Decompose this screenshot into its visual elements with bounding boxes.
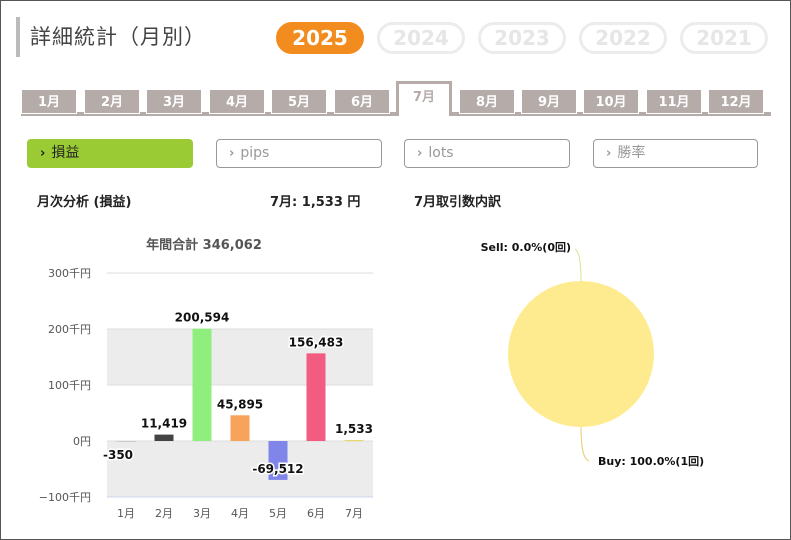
bar-3 <box>192 328 212 441</box>
metric-tab-label: lots <box>428 145 454 161</box>
year-button-2024[interactable]: 2024 <box>377 22 465 54</box>
y-tick-label: 300千円 <box>48 267 91 280</box>
month-tab-6[interactable]: 6月 <box>334 89 390 114</box>
y-tick-label: 0円 <box>73 435 91 448</box>
metric-tab-label: 勝率 <box>617 145 646 161</box>
metric-tab-pips[interactable]: › pips <box>216 139 382 168</box>
bar-value-label: -69,512 <box>252 462 303 476</box>
month-tab-11[interactable]: 11月 <box>646 89 702 114</box>
month-tab-8[interactable]: 8月 <box>459 89 515 114</box>
month-tab-1[interactable]: 1月 <box>21 89 77 114</box>
metric-tab-profit[interactable]: › 損益 <box>27 139 193 168</box>
month-tab-4[interactable]: 4月 <box>209 89 265 114</box>
bar-value-label: 200,594 <box>175 311 230 325</box>
bar-4 <box>230 415 250 441</box>
x-tick-label: 3月 <box>193 507 211 520</box>
year-button-2023[interactable]: 2023 <box>478 22 566 54</box>
trade-breakdown-heading: 7月取引数内訳 <box>414 195 502 210</box>
metric-tab-lots[interactable]: › lots <box>404 139 570 168</box>
bar-5 <box>268 441 288 480</box>
chevron-right-icon: › <box>606 146 612 161</box>
month-tab-7[interactable]: 7月 <box>396 81 452 116</box>
bar-2 <box>154 434 174 441</box>
pie-slice-buy <box>508 281 654 427</box>
month-tab-5[interactable]: 5月 <box>271 89 327 114</box>
plot-band <box>107 441 373 497</box>
chevron-right-icon: › <box>40 146 46 161</box>
current-month-summary: 7月: 1,533 円 <box>270 195 361 210</box>
pie-label-sell: Sell: 0.0%(0回) <box>481 240 571 254</box>
x-tick-label: 6月 <box>307 507 325 520</box>
trade-breakdown-pie-chart: Sell: 0.0%(0回) Buy: 100.0%(1回) <box>481 240 705 468</box>
bar-value-label: 11,419 <box>141 417 187 431</box>
monthly-profit-bar-chart: 300千円 200千円 100千円 0円 −100千円 年間合計 346,062 -350 1… <box>39 237 375 520</box>
pie-label-buy: Buy: 100.0%(1回) <box>598 454 704 468</box>
y-tick-label: 100千円 <box>48 379 91 392</box>
metric-tab-winrate[interactable]: › 勝率 <box>593 139 758 168</box>
bar-6 <box>306 353 326 441</box>
chevron-right-icon: › <box>417 146 423 161</box>
pie-connector-sell <box>574 248 582 282</box>
metric-tab-label: 損益 <box>51 145 80 161</box>
month-tab-2[interactable]: 2月 <box>84 89 140 114</box>
bar-value-label: -350 <box>103 448 133 462</box>
month-tab-3[interactable]: 3月 <box>146 89 202 114</box>
month-tab-9[interactable]: 9月 <box>521 89 577 114</box>
bar-value-label: 45,895 <box>217 397 263 411</box>
x-tick-label: 7月 <box>345 507 363 520</box>
bar-value-label: 156,483 <box>289 335 344 349</box>
pie-connector-buy <box>580 426 590 462</box>
bar-7 <box>344 440 364 442</box>
chevron-right-icon: › <box>229 146 235 161</box>
x-tick-label: 5月 <box>269 507 287 520</box>
year-button-2022[interactable]: 2022 <box>579 22 667 54</box>
metric-tab-label: pips <box>240 145 270 161</box>
year-button-2025[interactable]: 2025 <box>276 22 364 54</box>
page-title: 詳細統計（月別） <box>30 25 206 49</box>
month-tab-12[interactable]: 12月 <box>708 89 764 114</box>
monthly-analysis-heading: 月次分析 (損益) <box>37 195 132 210</box>
y-tick-label: 200千円 <box>48 323 91 336</box>
bar-1 <box>116 441 136 442</box>
bar-value-label: 1,533 <box>335 422 373 436</box>
plot-band <box>107 329 373 385</box>
x-tick-label: 2月 <box>155 507 173 520</box>
year-button-2021[interactable]: 2021 <box>680 22 768 54</box>
month-tab-10[interactable]: 10月 <box>583 89 639 114</box>
chart-title: 年間合計 346,062 <box>146 237 262 253</box>
y-tick-label: −100千円 <box>39 491 91 504</box>
x-tick-label: 4月 <box>231 507 249 520</box>
title-accent-bar <box>16 17 20 57</box>
x-tick-label: 1月 <box>117 507 135 520</box>
